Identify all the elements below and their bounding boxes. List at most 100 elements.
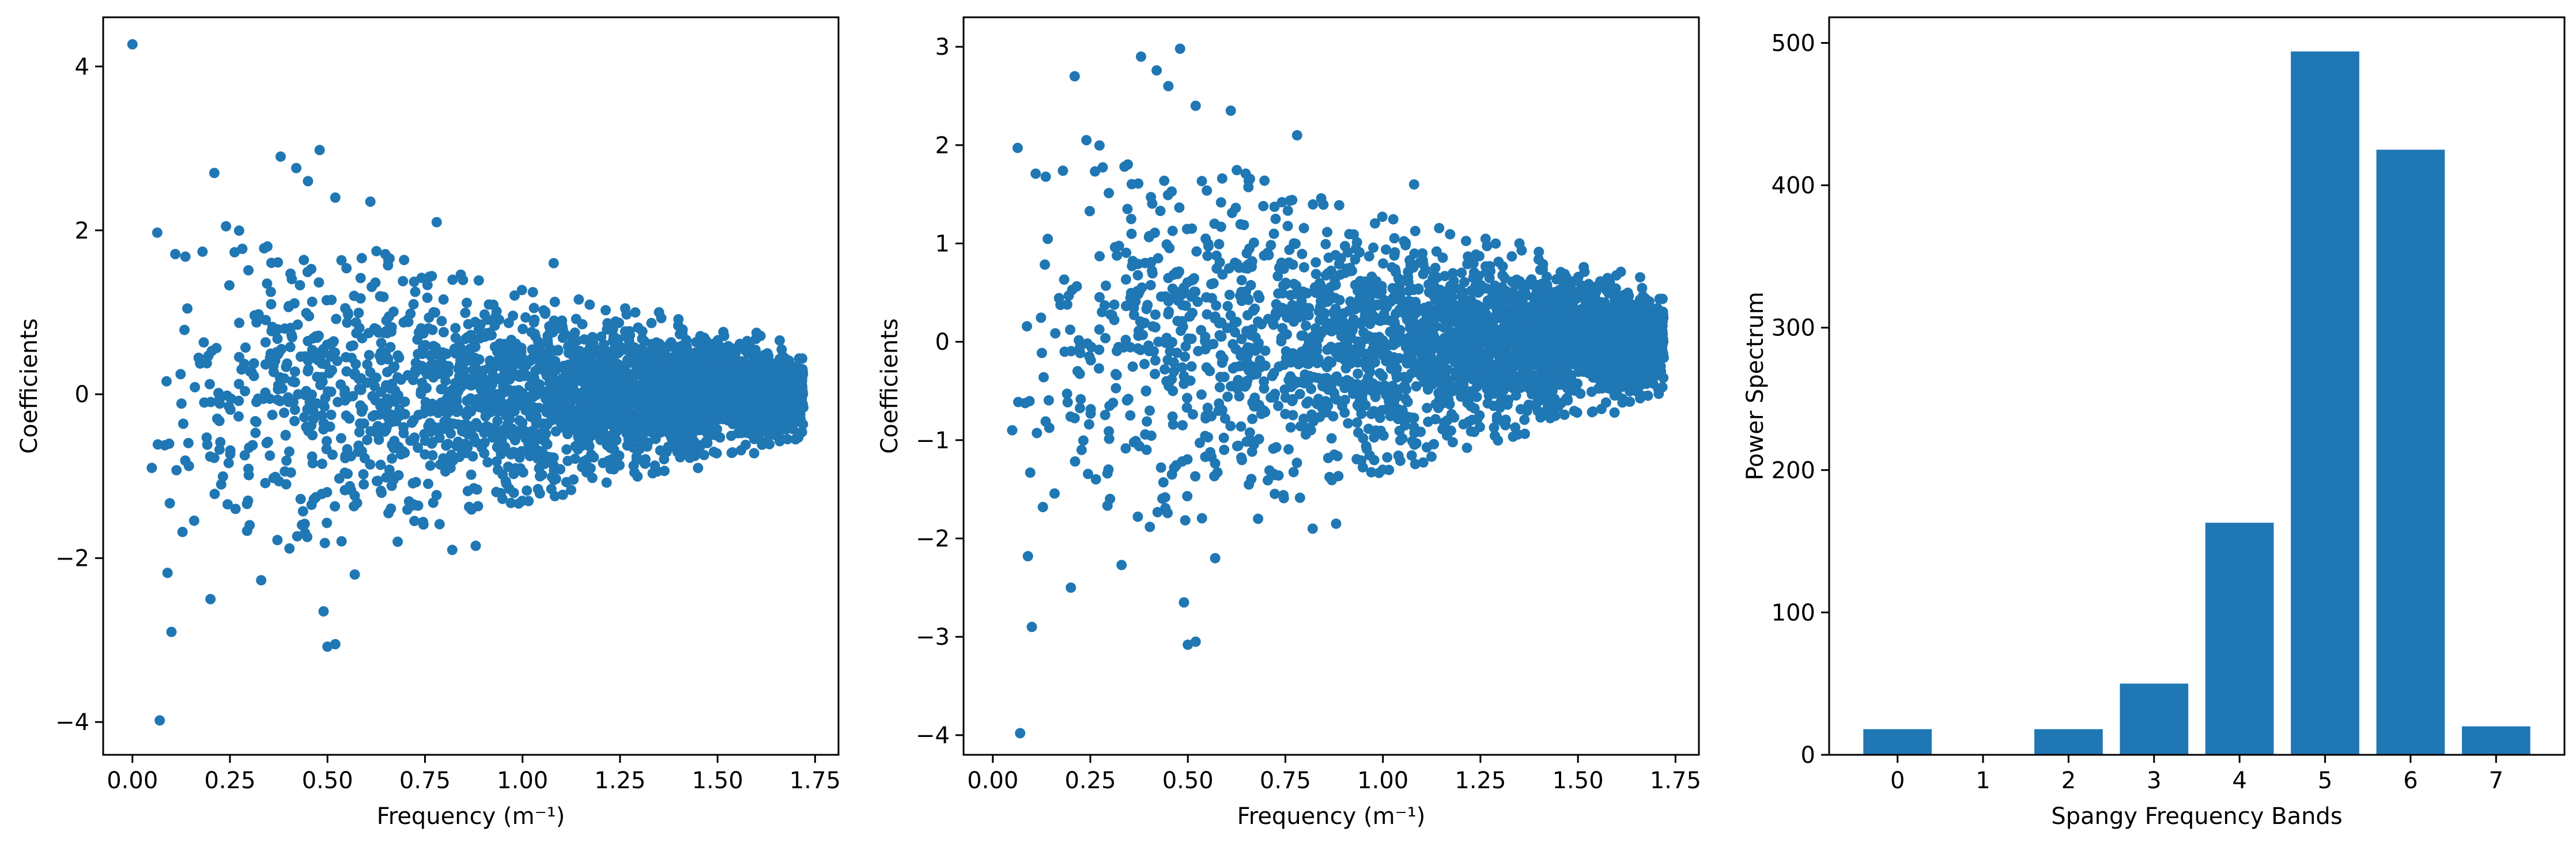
scatter-point — [1172, 347, 1183, 358]
scatter-point — [353, 373, 364, 384]
scatter-point — [154, 715, 165, 726]
scatter-point — [294, 280, 305, 290]
scatter-point — [658, 382, 669, 393]
scatter-point — [1344, 229, 1355, 240]
scatter-point — [500, 441, 511, 452]
scatter-point — [1224, 289, 1235, 300]
scatter-point — [1302, 351, 1313, 362]
scatter-point — [1230, 327, 1241, 338]
scatter-point — [262, 278, 273, 289]
scatter-point — [392, 536, 403, 547]
scatter-point — [1313, 394, 1324, 404]
scatter-point — [1553, 370, 1564, 381]
scatter-point — [1356, 455, 1367, 466]
scatter-point — [1445, 425, 1456, 436]
scatter-point — [1155, 462, 1166, 473]
scatter-point — [1085, 408, 1096, 419]
scatter-point — [214, 398, 225, 409]
scatter-point — [1385, 296, 1396, 307]
scatter-1-frame — [102, 16, 840, 756]
scatter-point — [636, 410, 647, 420]
scatter-point — [303, 364, 314, 375]
scatter-point — [1303, 396, 1314, 407]
scatter-point — [299, 412, 310, 422]
scatter-point — [1186, 361, 1197, 372]
scatter-point — [528, 302, 539, 313]
scatter-point — [1363, 251, 1374, 262]
scatter-point — [1525, 400, 1536, 411]
scatter-point — [302, 267, 313, 277]
scatter-point — [1334, 259, 1344, 270]
scatter-point — [341, 263, 352, 274]
scatter-point — [1268, 443, 1279, 454]
scatter-point — [244, 520, 255, 531]
scatter-point — [1484, 273, 1495, 283]
scatter-point — [240, 385, 251, 396]
scatter-point — [289, 404, 300, 415]
scatter-point — [382, 366, 392, 377]
scatter-point — [1402, 358, 1412, 369]
scatter-point — [312, 352, 323, 363]
scatter-point — [470, 540, 481, 551]
scatter-point — [518, 324, 528, 334]
scatter-point — [175, 369, 186, 380]
scatter-point — [1462, 398, 1473, 409]
scatter-point — [1493, 349, 1504, 360]
scatter-point — [749, 433, 760, 444]
scatter-point — [730, 361, 741, 372]
scatter-point — [667, 430, 678, 441]
scatter-point — [1446, 409, 1457, 419]
x-tick-label: 0.75 — [399, 767, 451, 794]
scatter-point — [708, 447, 719, 457]
scatter-point — [355, 400, 366, 411]
scatter-point — [486, 330, 497, 341]
scatter-point — [1182, 491, 1193, 502]
scatter-point — [1146, 192, 1157, 203]
scatter-point — [529, 314, 540, 325]
scatter-point — [1353, 427, 1363, 438]
scatter-point — [1259, 383, 1270, 394]
scatter-point — [281, 455, 292, 466]
scatter-point — [630, 307, 641, 318]
scatter-point — [1250, 332, 1261, 343]
scatter-point — [470, 419, 481, 429]
scatter-point — [1448, 268, 1459, 279]
scatter-point — [1109, 299, 1120, 310]
scatter-point — [1495, 303, 1506, 314]
scatter-point — [626, 412, 637, 423]
scatter-point — [292, 319, 303, 330]
scatter-point — [205, 593, 216, 604]
scatter-point — [1410, 225, 1421, 236]
scatter-point — [1642, 390, 1653, 401]
scatter-point — [349, 501, 360, 512]
scatter-point — [1204, 365, 1215, 376]
scatter-point — [331, 313, 342, 324]
scatter-point — [316, 372, 327, 383]
scatter-point — [390, 385, 401, 396]
scatter-point — [1402, 373, 1413, 384]
scatter-point — [1037, 502, 1048, 512]
scatter-point — [790, 434, 801, 445]
scatter-point — [1331, 394, 1342, 405]
scatter-point — [164, 438, 175, 449]
scatter-point — [451, 406, 462, 417]
scatter-point — [416, 385, 426, 396]
scatter-point — [552, 395, 563, 406]
scatter-point — [466, 406, 477, 417]
scatter-point — [697, 352, 707, 363]
scatter-point — [322, 487, 333, 498]
scatter-point — [751, 327, 762, 338]
scatter-point — [369, 381, 380, 392]
scatter-point — [1463, 251, 1474, 262]
scatter-point — [615, 377, 626, 388]
scatter-point — [441, 361, 452, 372]
scatter-point — [1182, 392, 1192, 403]
scatter-point — [300, 390, 311, 400]
scatter-point — [649, 342, 660, 353]
scatter-point — [621, 344, 631, 355]
scatter-point — [594, 378, 605, 389]
scatter-point — [423, 478, 433, 489]
scatter-point — [1219, 444, 1230, 455]
scatter-point — [1127, 361, 1138, 372]
